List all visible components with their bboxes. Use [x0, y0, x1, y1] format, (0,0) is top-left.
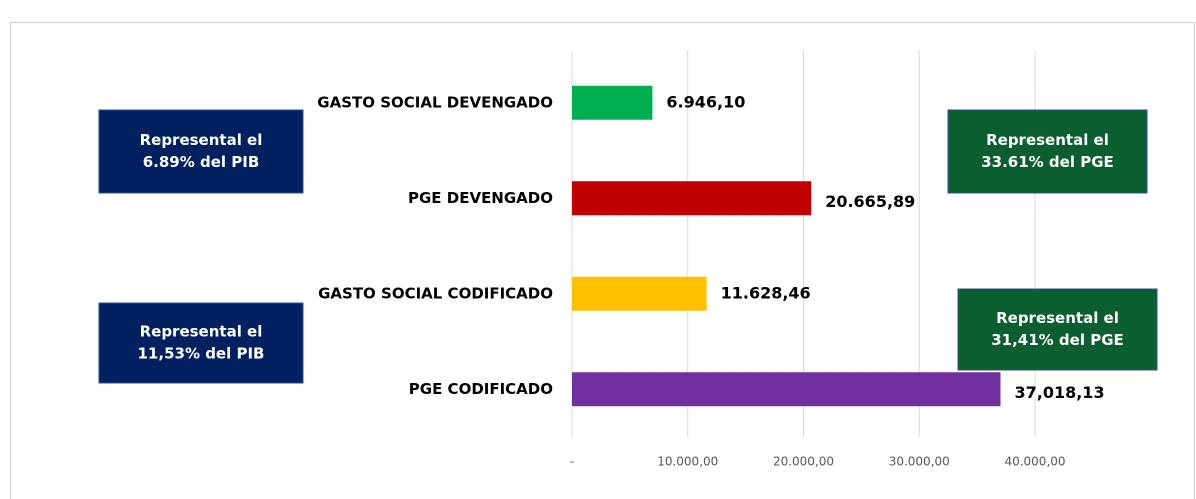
y-tick-label: PGE DEVENGADO [408, 189, 553, 207]
bar [572, 181, 812, 216]
annotation-text: Represental el [996, 309, 1119, 327]
y-tick-label: GASTO SOCIAL DEVENGADO [317, 93, 553, 111]
annotation-box [98, 302, 304, 384]
y-tick-label: PGE CODIFICADO [409, 380, 553, 398]
annotation-box [957, 288, 1158, 371]
bar [572, 372, 1001, 407]
y-tick-label: GASTO SOCIAL CODIFICADO [318, 284, 553, 302]
value-label: 20.665,89 [825, 192, 915, 211]
value-label: 6.946,10 [666, 92, 745, 111]
x-tick-label: 40.000,00 [1004, 455, 1065, 469]
x-tick-label: - [570, 455, 574, 469]
bar [572, 276, 707, 311]
annotation-text: 6.89% del PIB [143, 153, 260, 171]
x-tick-label: 10.000,00 [657, 455, 718, 469]
value-label: 11.628,46 [721, 283, 811, 302]
annotation-box [947, 109, 1148, 194]
x-tick-label: 30.000,00 [889, 455, 950, 469]
annotation-box [98, 109, 304, 194]
value-label: 37,018,13 [1014, 383, 1104, 402]
annotation-text: Represental el [140, 323, 263, 341]
x-tick-label: 20.000,00 [773, 455, 834, 469]
annotation-text: Represental el [140, 131, 263, 149]
annotation-text: 31,41% del PGE [991, 331, 1124, 349]
annotation-text: Represental el [986, 131, 1109, 149]
annotation-text: 11,53% del PIB [138, 345, 265, 363]
annotation-text: 33.61% del PGE [981, 153, 1114, 171]
bar [572, 85, 653, 120]
